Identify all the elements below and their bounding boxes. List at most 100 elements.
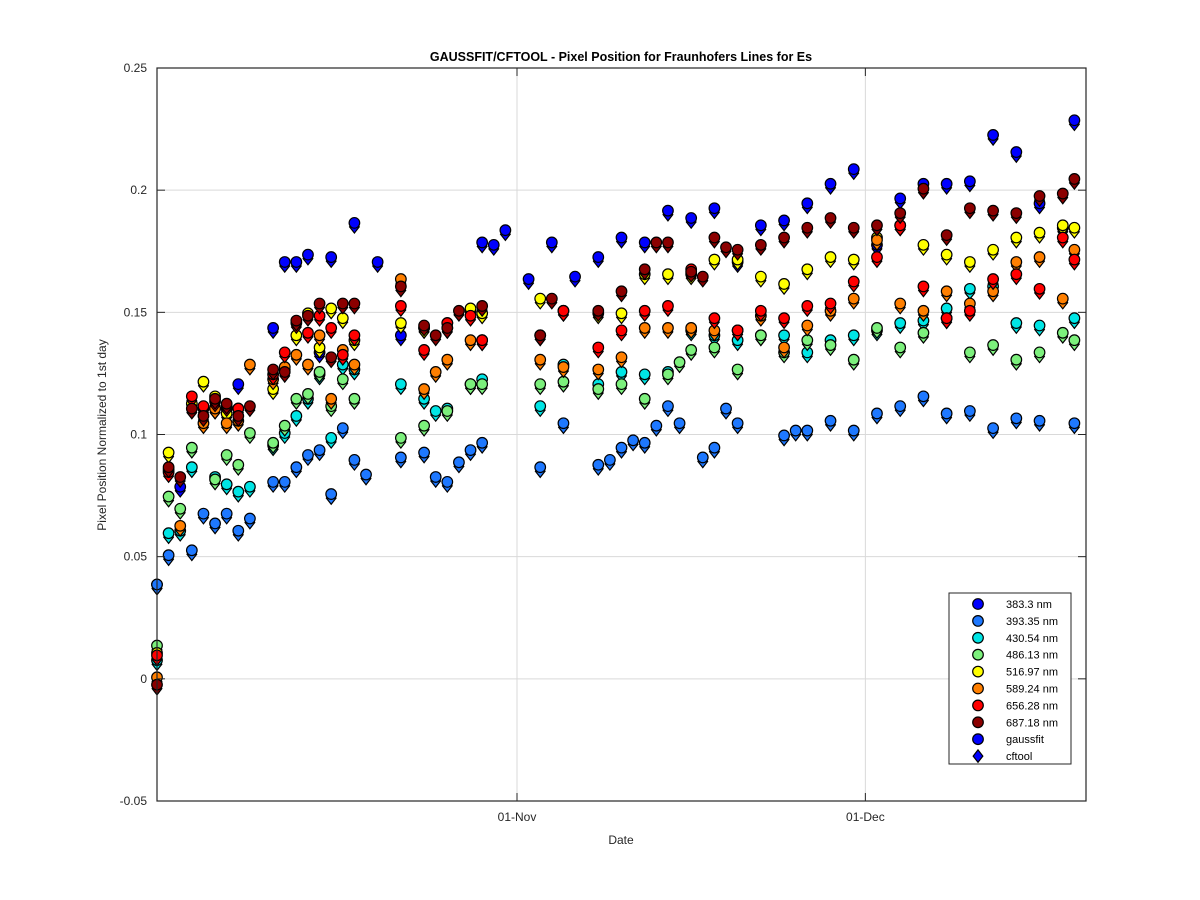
gaussfit-point bbox=[801, 424, 814, 437]
gaussfit-point bbox=[476, 236, 489, 249]
legend: 383.3 nm 393.35 nm 430.54 nm 486.13 nm 516.9… bbox=[948, 592, 1072, 765]
gaussfit-point bbox=[464, 378, 477, 391]
gaussfit-point bbox=[313, 329, 326, 342]
gaussfit-point bbox=[336, 422, 349, 435]
legend-label: 516.97 nm bbox=[1006, 667, 1058, 679]
gaussfit-point bbox=[754, 270, 767, 283]
gaussfit-point bbox=[325, 251, 338, 263]
gaussfit-point bbox=[453, 304, 465, 317]
gaussfit-point bbox=[290, 392, 303, 405]
gaussfit-point bbox=[638, 322, 651, 334]
gaussfit-point bbox=[940, 229, 953, 241]
gaussfit-point bbox=[615, 231, 628, 244]
gaussfit-point bbox=[592, 363, 605, 376]
gaussfit-point bbox=[348, 453, 361, 466]
legend-marker bbox=[972, 648, 984, 661]
gaussfit-point bbox=[394, 300, 407, 312]
gaussfit-point bbox=[313, 444, 326, 457]
gaussfit-point bbox=[557, 417, 570, 430]
gaussfit-point bbox=[871, 407, 883, 420]
gaussfit-point bbox=[685, 265, 698, 278]
gaussfit-point bbox=[1033, 282, 1046, 295]
gaussfit-point bbox=[720, 241, 732, 254]
y-tick-label: 0.05 bbox=[124, 550, 148, 564]
gaussfit-point bbox=[476, 436, 489, 449]
gaussfit-point bbox=[348, 358, 361, 371]
gaussfit-point bbox=[708, 441, 721, 454]
gaussfit-point bbox=[592, 458, 605, 471]
gaussfit-point bbox=[754, 238, 767, 251]
gaussfit-point bbox=[325, 392, 338, 405]
y-tick-label: 0.15 bbox=[124, 305, 148, 319]
gaussfit-point bbox=[278, 366, 291, 378]
gaussfit-point bbox=[464, 309, 477, 322]
gaussfit-point bbox=[1056, 231, 1069, 244]
gaussfit-point bbox=[592, 341, 605, 354]
gaussfit-point bbox=[940, 248, 953, 261]
gaussfit-point bbox=[731, 324, 744, 337]
gaussfit-point bbox=[1056, 187, 1069, 200]
series-393-35-nm bbox=[151, 390, 1081, 596]
gaussfit-point bbox=[220, 417, 233, 430]
gaussfit-point bbox=[348, 216, 361, 229]
gaussfit-point bbox=[615, 441, 628, 454]
gaussfit-point bbox=[963, 346, 976, 359]
gaussfit-point bbox=[1033, 251, 1046, 263]
gaussfit-point bbox=[801, 319, 814, 332]
gaussfit-point bbox=[615, 324, 628, 337]
gaussfit-point bbox=[917, 182, 930, 195]
gaussfit-point bbox=[243, 400, 256, 413]
gaussfit-point bbox=[185, 390, 198, 403]
gaussfit-point bbox=[638, 263, 651, 276]
gaussfit-point bbox=[336, 373, 349, 386]
gaussfit-point bbox=[1010, 207, 1023, 220]
gaussfit-point bbox=[290, 256, 303, 268]
gaussfit-point bbox=[267, 322, 280, 334]
legend-marker bbox=[972, 733, 984, 746]
gaussfit-point bbox=[162, 490, 175, 503]
gaussfit-point bbox=[778, 231, 790, 244]
gaussfit-point bbox=[847, 292, 860, 305]
legend-label: 430.54 nm bbox=[1006, 633, 1058, 645]
gaussfit-point bbox=[1056, 326, 1069, 339]
gaussfit-point bbox=[534, 353, 547, 366]
gaussfit-point bbox=[696, 451, 709, 464]
gaussfit-point bbox=[545, 236, 558, 249]
gaussfit-point bbox=[708, 312, 721, 325]
gaussfit-point bbox=[418, 319, 430, 332]
gaussfit-point bbox=[662, 236, 674, 249]
gaussfit-point bbox=[824, 251, 837, 263]
gaussfit-point bbox=[650, 419, 663, 432]
gaussfit-point bbox=[197, 375, 210, 388]
y-tick-label: 0.25 bbox=[124, 61, 148, 75]
gaussfit-point bbox=[801, 263, 814, 276]
gaussfit-point bbox=[1010, 412, 1023, 425]
gaussfit-point bbox=[801, 221, 814, 234]
x-tick-label: 01-Nov bbox=[498, 810, 537, 824]
gaussfit-point bbox=[778, 329, 790, 342]
gaussfit-point bbox=[267, 475, 280, 488]
gaussfit-point bbox=[615, 307, 628, 320]
gaussfit-point bbox=[162, 527, 175, 540]
gaussfit-point bbox=[394, 451, 407, 464]
gaussfit-point bbox=[278, 475, 291, 488]
gaussfit-point bbox=[592, 304, 605, 317]
y-tick-label: -0.05 bbox=[120, 794, 148, 808]
gaussfit-point bbox=[778, 214, 790, 227]
legend-marker bbox=[972, 748, 984, 764]
gaussfit-point bbox=[243, 427, 256, 439]
gaussfit-point bbox=[394, 431, 407, 444]
gaussfit-point bbox=[429, 366, 442, 378]
gaussfit-point bbox=[220, 449, 233, 461]
x-tick-label: 01-Dec bbox=[846, 810, 885, 824]
gaussfit-point bbox=[987, 273, 999, 285]
gaussfit-point bbox=[174, 471, 187, 483]
gaussfit-point bbox=[371, 256, 384, 268]
y-tick-label: 0.2 bbox=[130, 183, 147, 197]
gaussfit-point bbox=[987, 129, 999, 141]
gaussfit-point bbox=[731, 363, 744, 376]
gaussfit-point bbox=[871, 251, 883, 263]
gaussfit-point bbox=[673, 417, 686, 430]
gaussfit-point bbox=[243, 358, 256, 371]
